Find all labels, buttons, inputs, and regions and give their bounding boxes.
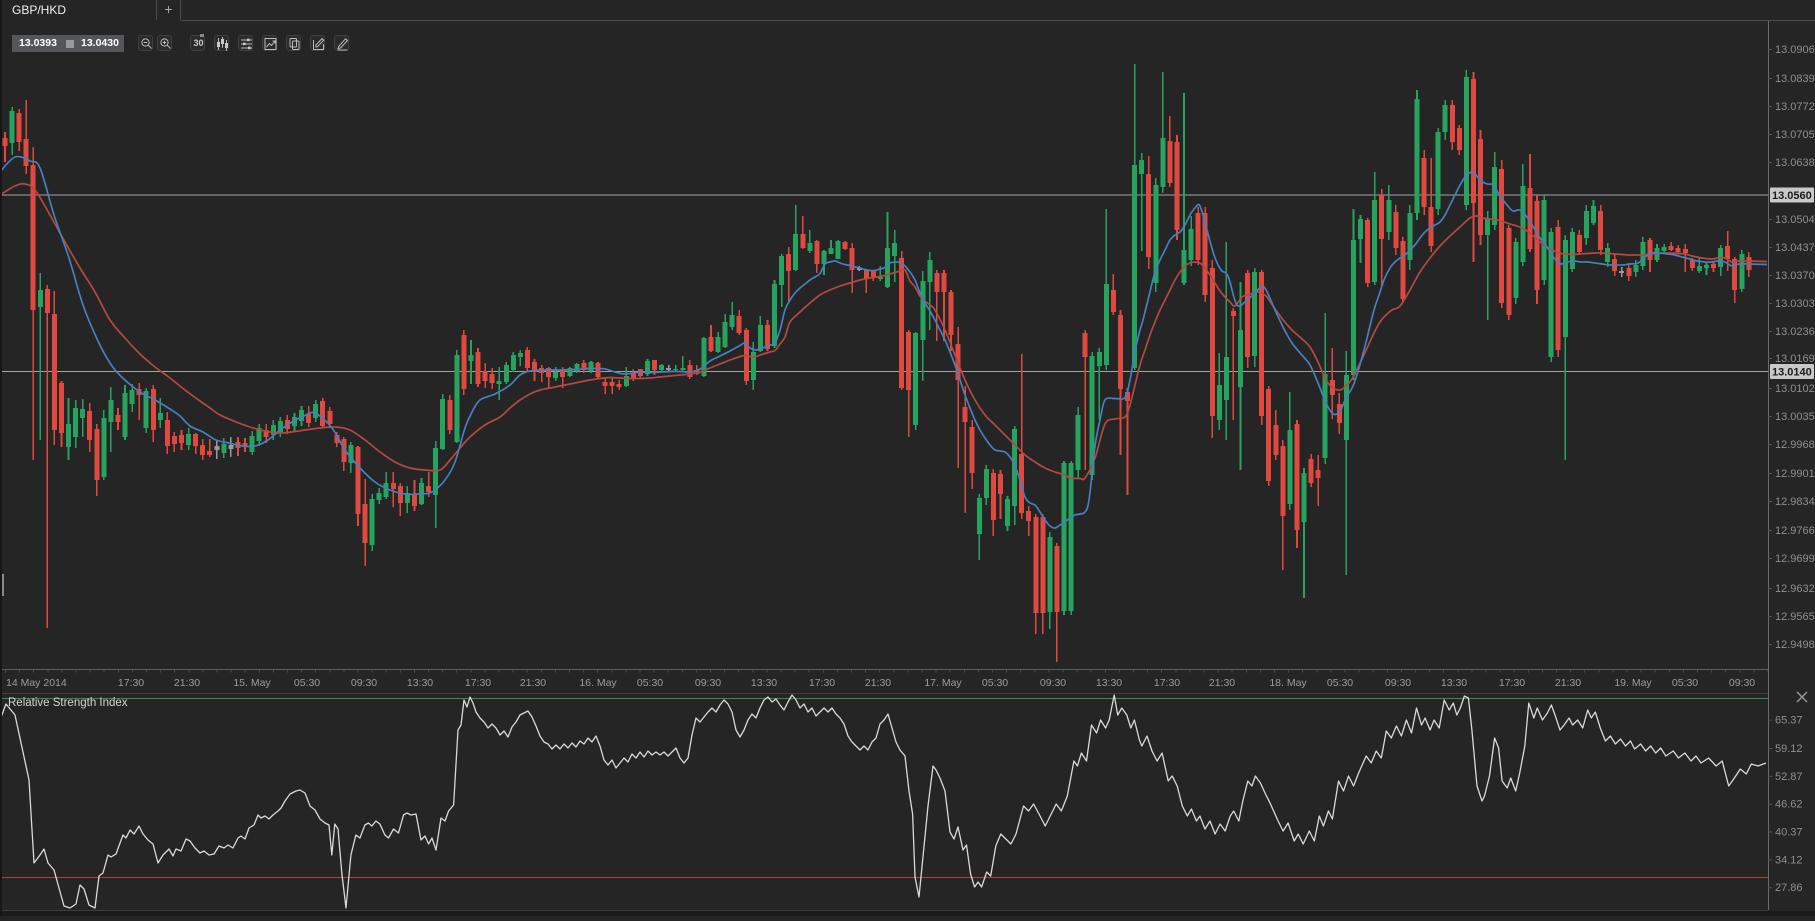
svg-text:13.0169: 13.0169 (1775, 353, 1815, 365)
svg-text:05:30: 05:30 (637, 677, 663, 689)
svg-text:05:30: 05:30 (1672, 677, 1698, 689)
svg-text:09:30: 09:30 (1385, 677, 1411, 689)
svg-text:09:30: 09:30 (1729, 677, 1755, 689)
svg-text:09:30: 09:30 (695, 677, 721, 689)
svg-text:13:30: 13:30 (751, 677, 777, 689)
svg-text:12.9565: 12.9565 (1775, 611, 1815, 623)
svg-text:13.0705: 13.0705 (1775, 129, 1815, 141)
svg-text:13.0504: 13.0504 (1775, 214, 1815, 226)
svg-text:12.9968: 12.9968 (1775, 439, 1815, 451)
svg-text:21:30: 21:30 (1555, 677, 1581, 689)
svg-text:18. May: 18. May (1269, 677, 1307, 689)
svg-text:13:30: 13:30 (1441, 677, 1467, 689)
svg-text:13.0560: 13.0560 (1772, 190, 1812, 202)
svg-text:21:30: 21:30 (865, 677, 891, 689)
svg-text:05:30: 05:30 (982, 677, 1008, 689)
svg-text:16. May: 16. May (579, 677, 617, 689)
svg-text:21:30: 21:30 (174, 677, 200, 689)
svg-text:15. May: 15. May (233, 677, 271, 689)
svg-text:40.37: 40.37 (1775, 827, 1803, 839)
svg-text:59.12: 59.12 (1775, 743, 1803, 755)
svg-text:12.9834: 12.9834 (1775, 496, 1815, 508)
svg-text:13:30: 13:30 (407, 677, 433, 689)
svg-text:13:30: 13:30 (1096, 677, 1122, 689)
svg-text:17:30: 17:30 (809, 677, 835, 689)
svg-text:13.0102: 13.0102 (1775, 383, 1815, 395)
svg-text:17:30: 17:30 (465, 677, 491, 689)
svg-text:13.0638: 13.0638 (1775, 157, 1815, 169)
svg-text:17:30: 17:30 (1499, 677, 1525, 689)
svg-text:13.0303: 13.0303 (1775, 298, 1815, 310)
svg-text:17:30: 17:30 (1154, 677, 1180, 689)
svg-text:14 May 2014: 14 May 2014 (6, 677, 67, 689)
svg-text:12.9766: 12.9766 (1775, 525, 1815, 537)
svg-text:13.0035: 13.0035 (1775, 411, 1815, 423)
svg-text:17. May: 17. May (924, 677, 962, 689)
svg-text:46.62: 46.62 (1775, 799, 1803, 811)
svg-text:12.9498: 12.9498 (1775, 639, 1815, 651)
svg-text:13.0839: 13.0839 (1775, 73, 1815, 85)
svg-text:13.0236: 13.0236 (1775, 326, 1815, 338)
svg-text:17:30: 17:30 (118, 677, 144, 689)
svg-text:05:30: 05:30 (1327, 677, 1353, 689)
svg-text:21:30: 21:30 (1209, 677, 1235, 689)
svg-text:12.9901: 12.9901 (1775, 468, 1815, 480)
svg-text:34.12: 34.12 (1775, 854, 1803, 866)
svg-text:52.87: 52.87 (1775, 771, 1803, 783)
svg-text:12.9699: 12.9699 (1775, 553, 1815, 565)
svg-text:13.0370: 13.0370 (1775, 270, 1815, 282)
svg-text:05:30: 05:30 (294, 677, 320, 689)
svg-text:Relative Strength Index: Relative Strength Index (8, 697, 128, 709)
svg-text:12.9632: 12.9632 (1775, 583, 1815, 595)
svg-text:21:30: 21:30 (520, 677, 546, 689)
svg-text:13.0140: 13.0140 (1772, 367, 1812, 379)
svg-text:13.0906: 13.0906 (1775, 44, 1815, 56)
svg-text:19. May: 19. May (1614, 677, 1652, 689)
svg-text:13.0437: 13.0437 (1775, 242, 1815, 254)
svg-text:13.0772: 13.0772 (1775, 101, 1815, 113)
svg-text:65.37: 65.37 (1775, 715, 1803, 727)
svg-text:09:30: 09:30 (351, 677, 377, 689)
svg-text:09:30: 09:30 (1040, 677, 1066, 689)
svg-text:27.86: 27.86 (1775, 882, 1803, 894)
